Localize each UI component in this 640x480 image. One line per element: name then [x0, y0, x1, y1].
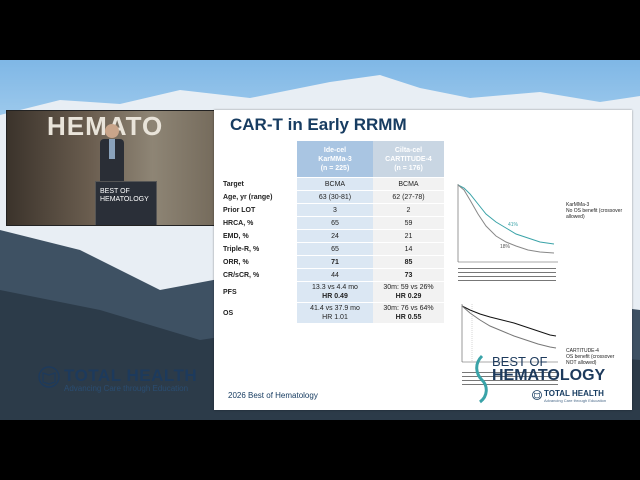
- table-row: Triple-R, % 65 14: [221, 242, 444, 256]
- km-curve-1: 41% 18%: [457, 184, 558, 281]
- best-of-hematology-logo: BEST OF HEMATOLOGY: [472, 354, 606, 404]
- slide-title: CAR-T in Early RRMM: [230, 115, 407, 134]
- slide-logo: TOTAL HEALTH Advancing Care through Educ…: [532, 387, 628, 407]
- table-row: CR/sCR, % 44 73: [221, 268, 444, 282]
- table-row: EMD, % 24 21: [221, 229, 444, 243]
- video-frame: HEMATO BEST OF HEMATOLOGY CAR-T in Early…: [0, 60, 640, 420]
- table-row: Target BCMA BCMA: [221, 177, 444, 191]
- hematology-label: HEMATOLOGY: [492, 367, 606, 384]
- comparison-table: Ide-cel KarMMa-3 (n = 225) Cilta-cel CAR…: [221, 140, 444, 323]
- km1-note: No OS benefit (crossover allowed): [566, 208, 623, 220]
- podium-logo: BEST OF HEMATOLOGY: [100, 188, 149, 203]
- slide-footer: 2026 Best of Hematology: [228, 391, 318, 400]
- km2-title: CARTITUDE-4: [566, 348, 599, 354]
- backdrop-text: HEMATO: [47, 111, 164, 141]
- total-health-tagline: Advancing Care through Education: [64, 384, 189, 393]
- km1-title: KarMMa-3: [566, 202, 590, 208]
- podium: BEST OF HEMATOLOGY: [95, 181, 157, 225]
- table-row: ORR, % 71 85: [221, 255, 444, 269]
- table-row: HRCA, % 65 59: [221, 216, 444, 230]
- letterbox-bottom: [0, 420, 640, 480]
- speaker: [100, 124, 124, 189]
- book-icon: [38, 366, 60, 388]
- table-row: OS 41.4 vs 37.9 mo HR 1.01 30m: 76 vs 64%…: [221, 302, 444, 323]
- table-row: Prior LOT 3 2: [221, 203, 444, 217]
- best-of-label: BEST OF: [492, 354, 548, 369]
- letterbox-top: [0, 0, 640, 60]
- total-health-name: TOTAL HEALTH: [64, 366, 198, 385]
- km1-pct-b: 18%: [500, 244, 511, 250]
- book-icon: [532, 390, 542, 400]
- table-row: Age, yr (range) 63 (30-81) 62 (27-78): [221, 190, 444, 204]
- karmma3-km-plot: 41% 18% KarMMa-3 No OS benefit (crossove…: [450, 180, 625, 298]
- total-health-logo: TOTAL HEALTH Advancing Care through Educ…: [38, 366, 197, 393]
- km-curve-2: [461, 304, 558, 385]
- table-header-row: Ide-cel KarMMa-3 (n = 225) Cilta-cel CAR…: [221, 140, 444, 178]
- slide-logo-tagline: Advancing Care through Education: [544, 398, 607, 403]
- ribbon-icon: [475, 354, 488, 404]
- slide-logo-name: TOTAL HEALTH: [544, 389, 604, 398]
- table-row: PFS 13.3 vs 4.4 mo HR 0.49 30m: 59 vs 26%…: [221, 281, 444, 303]
- km2-note: OS benefit (crossover NOT allowed): [566, 354, 615, 366]
- km1-pct-a: 41%: [508, 222, 519, 228]
- speaker-video: HEMATO BEST OF HEMATOLOGY: [6, 110, 216, 226]
- col-header-cilta-cel: Cilta-cel CARTITUDE-4 (n = 176): [373, 140, 444, 178]
- col-header-ide-cel: Ide-cel KarMMa-3 (n = 225): [297, 140, 373, 178]
- presentation-slide: CAR-T in Early RRMM Ide-cel KarMMa-3 (n …: [214, 110, 632, 410]
